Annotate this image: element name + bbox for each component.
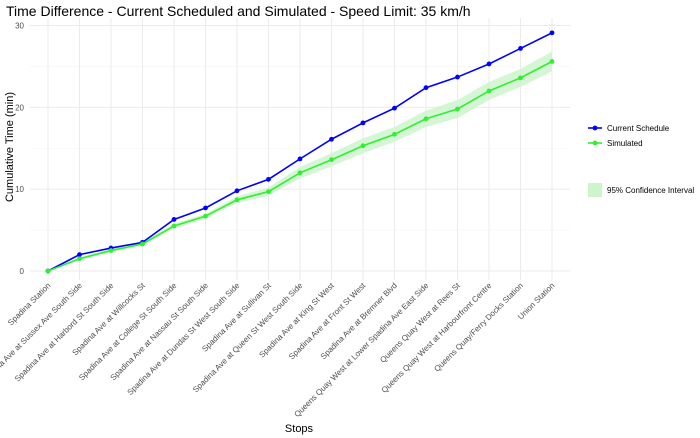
data-point-simulated	[203, 213, 208, 219]
data-point-simulated	[549, 59, 555, 64]
y-tick-labels: 0 10 20 30	[15, 22, 24, 277]
y-tick-label: 30	[15, 22, 24, 31]
data-point-simulated	[234, 197, 240, 203]
data-point-simulated	[266, 189, 271, 195]
data-point-current-schedule	[518, 46, 523, 51]
data-point-simulated	[171, 223, 177, 229]
data-point-current-schedule	[297, 156, 303, 162]
data-point-simulated	[329, 157, 334, 163]
data-point-current-schedule	[549, 30, 555, 36]
chart-title: Time Difference - Current Scheduled and …	[6, 3, 471, 19]
data-point-simulated	[108, 248, 114, 253]
data-point-simulated	[360, 143, 366, 149]
data-point-current-schedule	[203, 205, 208, 211]
data-point-current-schedule	[486, 61, 492, 67]
data-point-simulated	[455, 106, 460, 112]
data-point-simulated	[486, 88, 492, 94]
legend-marker-current-schedule	[592, 125, 598, 131]
legend: Current Schedule Simulated 95% Confidence …	[588, 124, 694, 197]
data-point-current-schedule	[234, 188, 240, 194]
x-axis-label: Stops	[285, 423, 314, 435]
data-point-simulated	[392, 131, 397, 137]
data-point-current-schedule	[171, 217, 177, 222]
data-point-simulated	[140, 241, 145, 247]
gridlines	[30, 18, 570, 280]
data-point-simulated	[297, 170, 303, 176]
legend-label-simulated: Simulated	[607, 139, 643, 148]
legend-label-current-schedule: Current Schedule	[607, 124, 670, 133]
data-point-simulated	[518, 75, 523, 81]
data-point-simulated	[77, 256, 82, 262]
data-point-current-schedule	[266, 176, 271, 182]
data-point-simulated	[45, 268, 51, 274]
data-point-current-schedule	[329, 136, 334, 142]
legend-label-confidence-interval: 95% Confidence Interval	[607, 186, 694, 195]
data-point-current-schedule	[455, 74, 460, 80]
y-tick-label: 10	[15, 185, 24, 194]
data-point-simulated	[423, 116, 429, 122]
data-point-current-schedule	[392, 105, 397, 111]
x-tick-label: Spadina Ave at Queen St West South Side	[191, 281, 305, 395]
y-tick-label: 20	[15, 103, 24, 112]
x-tick-label: Queens Quay West at Harbourfront Centre	[380, 281, 494, 395]
series-group	[45, 30, 555, 274]
data-point-current-schedule	[423, 85, 429, 91]
y-tick-label: 0	[20, 267, 25, 276]
data-point-current-schedule	[360, 120, 366, 126]
data-point-current-schedule	[77, 252, 82, 258]
y-axis-label: Cumulative Time (min)	[4, 92, 16, 202]
x-tick-label: Spadina Ave at Dundas St West South Side	[126, 281, 242, 397]
legend-swatch-confidence-interval	[588, 183, 602, 197]
legend-marker-simulated	[592, 140, 598, 146]
